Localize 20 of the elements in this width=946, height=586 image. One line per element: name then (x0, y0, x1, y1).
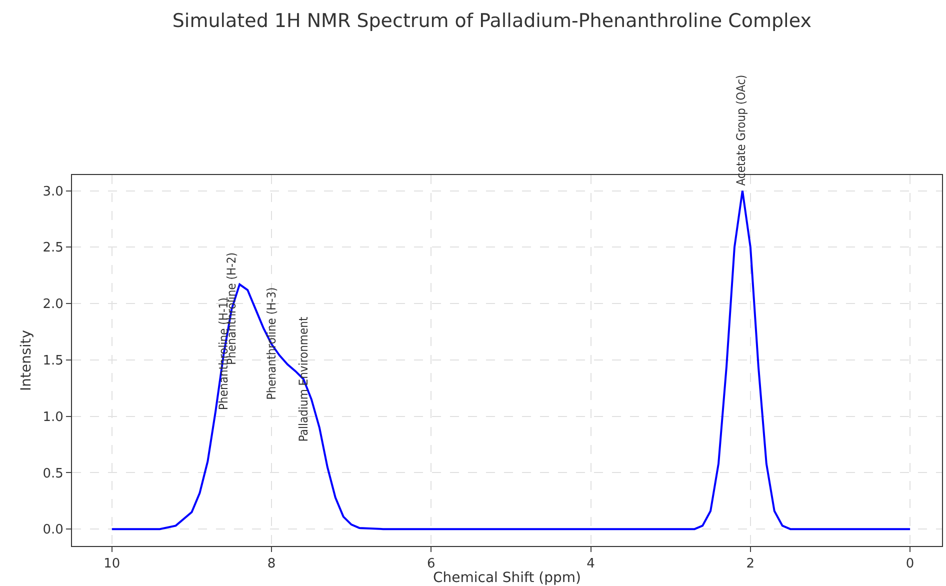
x-tick-label: 8 (267, 556, 276, 572)
y-tick-label: 1.5 (42, 353, 64, 368)
x-tick-label: 10 (104, 556, 120, 572)
x-tick-label: 4 (586, 556, 595, 572)
line-series (110, 190, 912, 530)
y-tick-label: 3.0 (42, 184, 64, 200)
annotation: Acetate Group (OAc) (734, 74, 748, 186)
y-axis-title: Intensity (18, 330, 34, 391)
y-tick-label: 0.0 (42, 522, 64, 538)
annotation: Palladium Environment (296, 316, 310, 442)
y-tick-label: 1.0 (42, 410, 64, 425)
x-axis-title: Chemical Shift (ppm) (432, 570, 582, 586)
x-tick-label: 2 (746, 556, 755, 572)
y-tick-label: 2.5 (42, 240, 64, 256)
y-tick-label: 0.5 (42, 466, 64, 482)
x-tick-label: 6 (427, 556, 436, 572)
x-tick-label: 0 (906, 556, 914, 572)
y-tick-label: 2.0 (42, 297, 64, 312)
chart-title: Simulated 1H NMR Spectrum of Palladium-Phenanthroline Complex (172, 10, 812, 32)
annotation: Phenanthroline (H-3) (264, 287, 278, 400)
